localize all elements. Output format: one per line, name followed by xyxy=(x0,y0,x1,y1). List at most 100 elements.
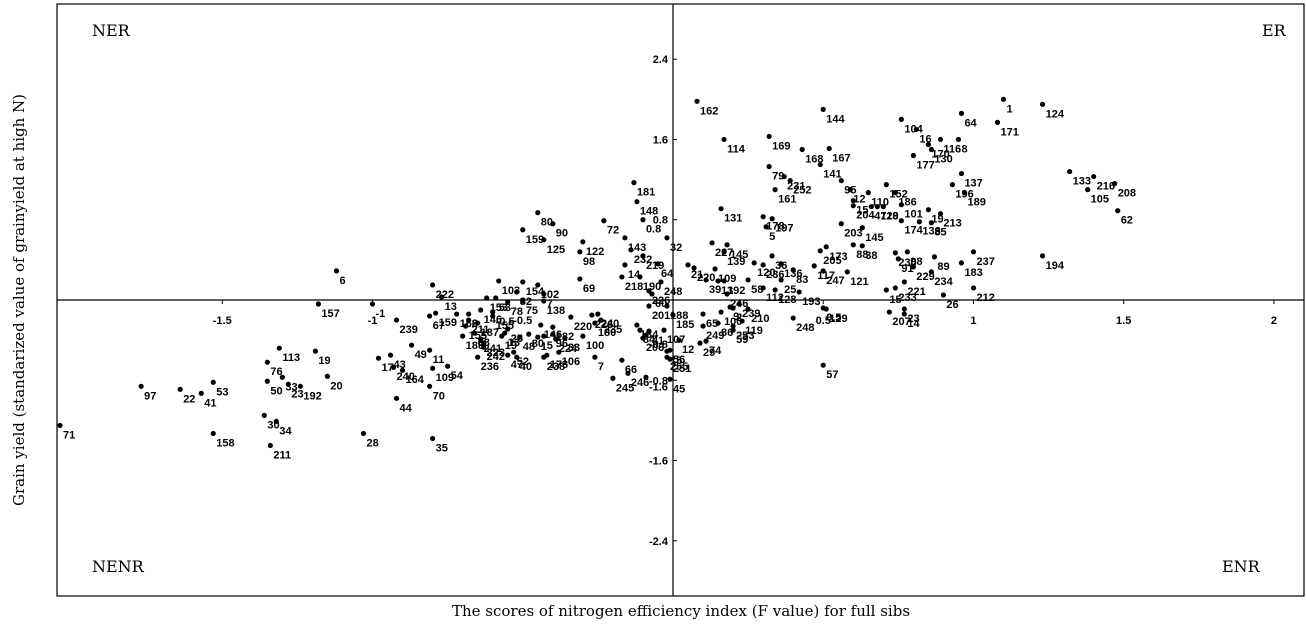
data-point xyxy=(901,311,907,317)
data-point xyxy=(694,98,700,104)
point-label: 186 xyxy=(466,340,484,352)
point-label: 40 xyxy=(520,361,532,373)
data-point xyxy=(138,383,144,389)
data-point xyxy=(520,279,526,285)
data-point xyxy=(315,301,322,307)
data-point xyxy=(820,106,826,112)
data-point xyxy=(1091,173,1097,180)
data-point xyxy=(598,317,604,323)
data-point xyxy=(279,374,285,380)
data-point xyxy=(745,277,751,283)
data-point xyxy=(865,190,871,196)
point-label: 226 xyxy=(595,319,613,331)
x-tick-label: -0.5 xyxy=(513,315,532,327)
data-point xyxy=(715,320,721,326)
data-point xyxy=(399,367,406,373)
point-label: 245 xyxy=(616,382,634,394)
point-label: 17 xyxy=(382,362,394,374)
point-label: 26 xyxy=(946,299,958,311)
data-point xyxy=(622,235,628,241)
point-label: 206 xyxy=(646,342,664,354)
point-label: 58 xyxy=(751,284,763,296)
data-point xyxy=(595,311,601,317)
data-point xyxy=(811,263,817,269)
data-point xyxy=(787,177,793,184)
point-label: 233 xyxy=(898,292,916,304)
point-label: 119 xyxy=(745,325,763,337)
point-label: 79 xyxy=(772,171,784,183)
point-label: 251 xyxy=(673,363,691,375)
point-label: 64 xyxy=(661,268,674,280)
point-label: 145 xyxy=(730,249,748,261)
point-label: 193 xyxy=(802,296,820,308)
data-point xyxy=(393,317,400,323)
data-point xyxy=(772,287,778,293)
data-point xyxy=(553,336,559,342)
data-point xyxy=(430,282,436,288)
point-label: 133 xyxy=(1073,176,1091,188)
point-label: 7 xyxy=(598,361,604,373)
data-point xyxy=(312,348,319,354)
data-point xyxy=(589,312,595,318)
point-label: 80 xyxy=(532,338,544,350)
point-label: 13 xyxy=(721,285,733,297)
point-label: 248 xyxy=(796,322,814,334)
point-label: 240 xyxy=(601,318,619,330)
point-label: 122 xyxy=(586,246,604,258)
data-point xyxy=(892,250,898,256)
data-point xyxy=(760,262,766,268)
point-label: 197 xyxy=(775,223,793,235)
point-label: 113 xyxy=(282,352,300,364)
data-point xyxy=(541,354,547,360)
data-point xyxy=(625,370,631,376)
data-point xyxy=(667,376,673,382)
data-point xyxy=(838,221,844,227)
y-tick-label: 1.6 xyxy=(653,134,668,146)
point-label: 38 xyxy=(865,250,877,262)
data-point xyxy=(210,379,216,385)
data-point xyxy=(640,253,646,259)
point-label: 145 xyxy=(865,232,883,244)
point-label: 67 xyxy=(433,320,445,332)
point-label: 204 xyxy=(856,210,875,222)
point-label: 23 xyxy=(907,313,919,325)
data-point xyxy=(928,269,935,275)
data-point xyxy=(820,305,826,311)
data-point xyxy=(925,141,931,148)
point-label: 23 xyxy=(291,388,303,400)
point-label: 19 xyxy=(931,214,943,226)
data-point xyxy=(445,363,451,369)
point-label: 238 xyxy=(547,361,565,373)
point-label: -0.8 xyxy=(649,339,668,351)
data-point xyxy=(745,306,751,312)
point-label: 170 xyxy=(931,148,949,160)
data-point xyxy=(577,249,583,255)
point-label: 194 xyxy=(1046,260,1065,272)
data-point xyxy=(433,310,439,316)
point-label: 109 xyxy=(436,372,454,384)
data-point xyxy=(541,298,547,304)
data-point xyxy=(264,378,270,384)
point-label: 71 xyxy=(63,429,75,441)
point-label: -0.5 xyxy=(496,316,515,328)
point-label: 65 xyxy=(706,318,718,330)
data-point xyxy=(778,277,784,283)
data-point xyxy=(426,347,433,353)
point-label: 33 xyxy=(568,342,580,354)
point-label: 249 xyxy=(706,330,724,342)
data-point xyxy=(1000,96,1007,102)
point-label: 15 xyxy=(889,294,901,306)
data-point xyxy=(577,276,583,282)
data-point xyxy=(898,218,904,224)
data-point xyxy=(541,237,547,243)
point-label: -1 xyxy=(376,308,386,320)
data-point xyxy=(685,262,691,268)
point-label: 211 xyxy=(273,449,291,461)
data-point xyxy=(880,204,886,210)
point-label: 220 xyxy=(574,321,592,333)
data-point xyxy=(730,323,736,329)
point-label: 49 xyxy=(415,349,427,361)
data-point xyxy=(763,224,769,230)
point-label: 205 xyxy=(823,255,841,267)
point-label: 171 xyxy=(1001,126,1019,138)
